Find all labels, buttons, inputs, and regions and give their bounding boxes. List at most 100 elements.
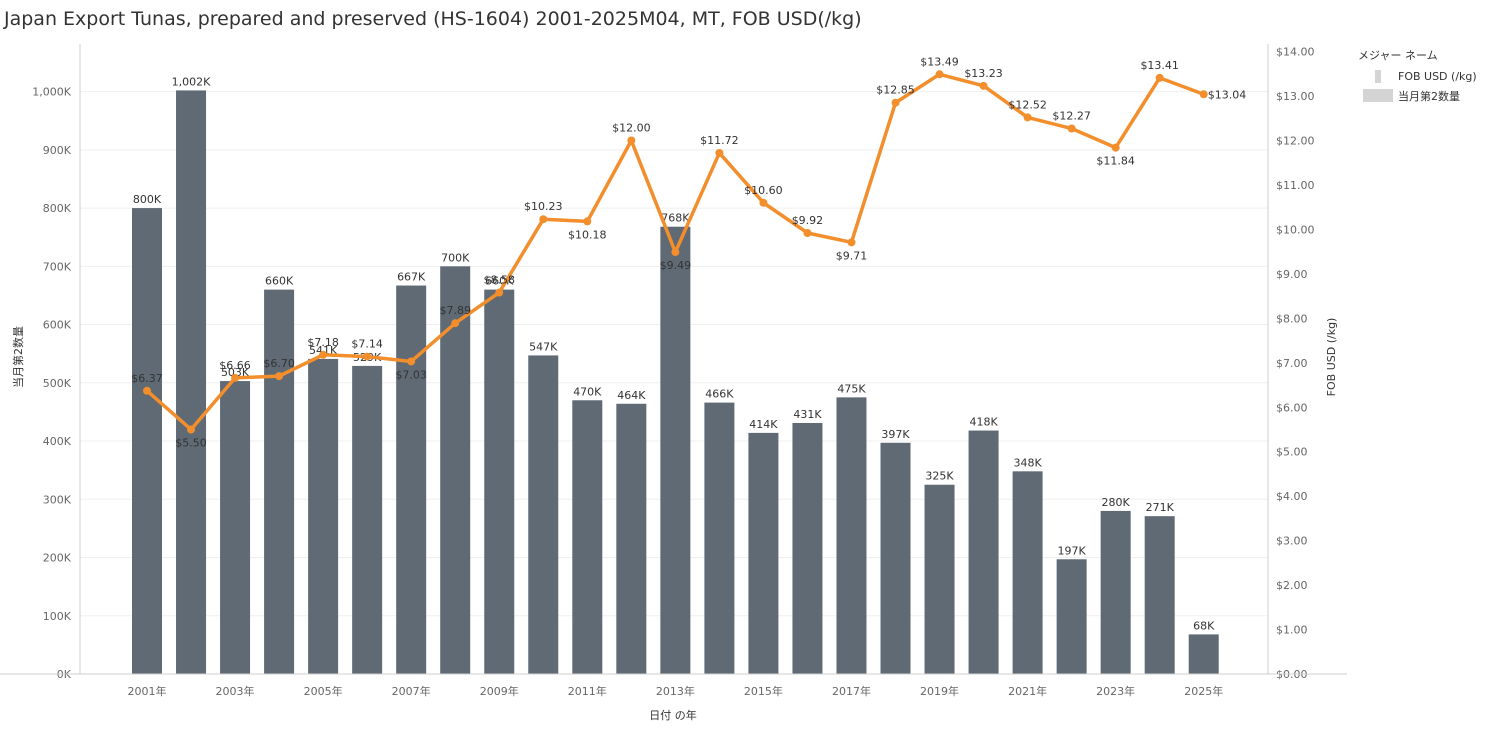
line-data-label: $11.84 [1096, 155, 1135, 168]
bar[interactable] [616, 403, 647, 674]
line-point[interactable] [187, 425, 196, 434]
bar[interactable] [1100, 510, 1131, 674]
line-data-label: $10.23 [524, 200, 563, 213]
bar-data-label: 414K [749, 418, 778, 431]
bar-data-label: 271K [1146, 501, 1175, 514]
bar-data-label: 667K [397, 271, 426, 284]
bar[interactable] [1012, 471, 1043, 674]
line-data-label: $13.04 [1208, 88, 1247, 101]
bar-labels: 800K1,002K503K660K541K529K667K700K660K54… [133, 75, 1215, 632]
bar-data-label: 475K [837, 382, 866, 395]
y2-tick-label: $2.00 [1276, 579, 1308, 592]
x-tick-label: 2013年 [656, 684, 695, 698]
bar[interactable] [968, 430, 999, 674]
line-point[interactable] [539, 215, 548, 224]
y2-tick-label: $9.00 [1276, 268, 1308, 281]
legend-item-fob[interactable]: FOB USD (/kg) [1358, 67, 1477, 86]
y2-tick-label: $4.00 [1276, 490, 1308, 503]
bar[interactable] [220, 381, 251, 674]
line-data-label: $6.37 [131, 372, 163, 385]
bar[interactable] [132, 208, 162, 674]
line-point[interactable] [275, 372, 284, 381]
bar[interactable] [748, 432, 779, 674]
bar[interactable] [528, 355, 559, 674]
line-point[interactable] [319, 350, 328, 359]
line-point[interactable] [495, 288, 504, 297]
legend-item-label: 当月第2数量 [1398, 89, 1460, 103]
legend-item-quantity[interactable]: 当月第2数量 [1358, 86, 1477, 105]
line-point[interactable] [1111, 143, 1120, 152]
x-tick-label: 2023年 [1096, 684, 1135, 698]
line-data-label: $12.27 [1052, 110, 1091, 123]
bar-data-label: 800K [133, 193, 162, 206]
line-point[interactable] [803, 228, 812, 237]
x-tick-label: 2003年 [216, 684, 255, 698]
line-point[interactable] [1067, 124, 1076, 133]
bar[interactable] [572, 400, 603, 674]
line-point[interactable] [451, 319, 460, 328]
x-axis-title: 日付 の年 [649, 708, 697, 722]
line-point[interactable] [759, 198, 768, 207]
line-point[interactable] [231, 373, 240, 382]
y2-tick-label: $8.00 [1276, 312, 1308, 325]
line-point[interactable] [891, 98, 900, 107]
chart-title: Japan Export Tunas, prepared and preserv… [4, 8, 862, 30]
line-data-label: $9.71 [836, 249, 868, 262]
y-tick-label: 600K [43, 319, 72, 332]
y2-tick-label: $12.00 [1276, 135, 1315, 148]
line-point[interactable] [715, 148, 724, 157]
bar[interactable] [484, 289, 515, 674]
line-point[interactable] [1023, 113, 1032, 122]
y2-tick-label: $11.00 [1276, 179, 1315, 192]
bar[interactable] [352, 365, 383, 674]
y-tick-label: 700K [43, 260, 72, 273]
line-data-label: $13.41 [1140, 59, 1179, 72]
bar-data-label: 197K [1058, 544, 1087, 557]
y2-tick-label: $1.00 [1276, 624, 1308, 637]
y2-tick-label: $13.00 [1276, 90, 1315, 103]
y-tick-label: 800K [43, 202, 72, 215]
line-point[interactable] [671, 248, 680, 257]
line-point[interactable] [847, 238, 856, 247]
y2-axis-title: FOB USD (/kg) [1325, 318, 1338, 397]
bar[interactable] [836, 397, 867, 674]
bar[interactable] [924, 484, 955, 674]
bar[interactable] [704, 402, 735, 674]
line-point[interactable] [407, 357, 416, 366]
bar-data-label: 397K [881, 428, 910, 441]
bar[interactable] [440, 266, 471, 674]
bar[interactable] [264, 289, 295, 674]
bar[interactable] [660, 226, 691, 674]
bar-data-label: 1,002K [172, 75, 211, 88]
line-point[interactable] [935, 70, 944, 79]
line-data-label: $13.49 [920, 55, 959, 68]
line-point[interactable] [1155, 73, 1164, 82]
bar[interactable] [1144, 516, 1175, 674]
y2-tick-label: $10.00 [1276, 223, 1315, 236]
bar[interactable] [1188, 634, 1219, 674]
line-data-label: $7.89 [439, 304, 471, 317]
bar-data-label: 68K [1193, 619, 1215, 632]
line-point[interactable] [583, 217, 592, 226]
bar-series [132, 90, 1219, 675]
line-point[interactable] [143, 386, 151, 395]
bar-data-label: 325K [925, 470, 954, 483]
line-data-label: $8.58 [483, 274, 515, 287]
line-point[interactable] [1199, 90, 1208, 99]
bar[interactable] [792, 422, 823, 674]
bar-data-label: 768K [661, 212, 690, 225]
line-point[interactable] [979, 81, 988, 90]
bar-data-label: 431K [793, 408, 822, 421]
line-data-label: $7.14 [351, 338, 383, 351]
bar[interactable] [880, 442, 911, 674]
bar[interactable] [176, 90, 207, 675]
line-point[interactable] [627, 136, 636, 145]
x-tick-label: 2011年 [568, 684, 607, 698]
bar[interactable] [396, 285, 427, 674]
line-data-label: $9.92 [792, 214, 824, 227]
line-point[interactable] [363, 352, 372, 361]
bar[interactable] [308, 358, 339, 674]
bar-data-label: 547K [529, 340, 558, 353]
bar[interactable] [1056, 559, 1087, 674]
